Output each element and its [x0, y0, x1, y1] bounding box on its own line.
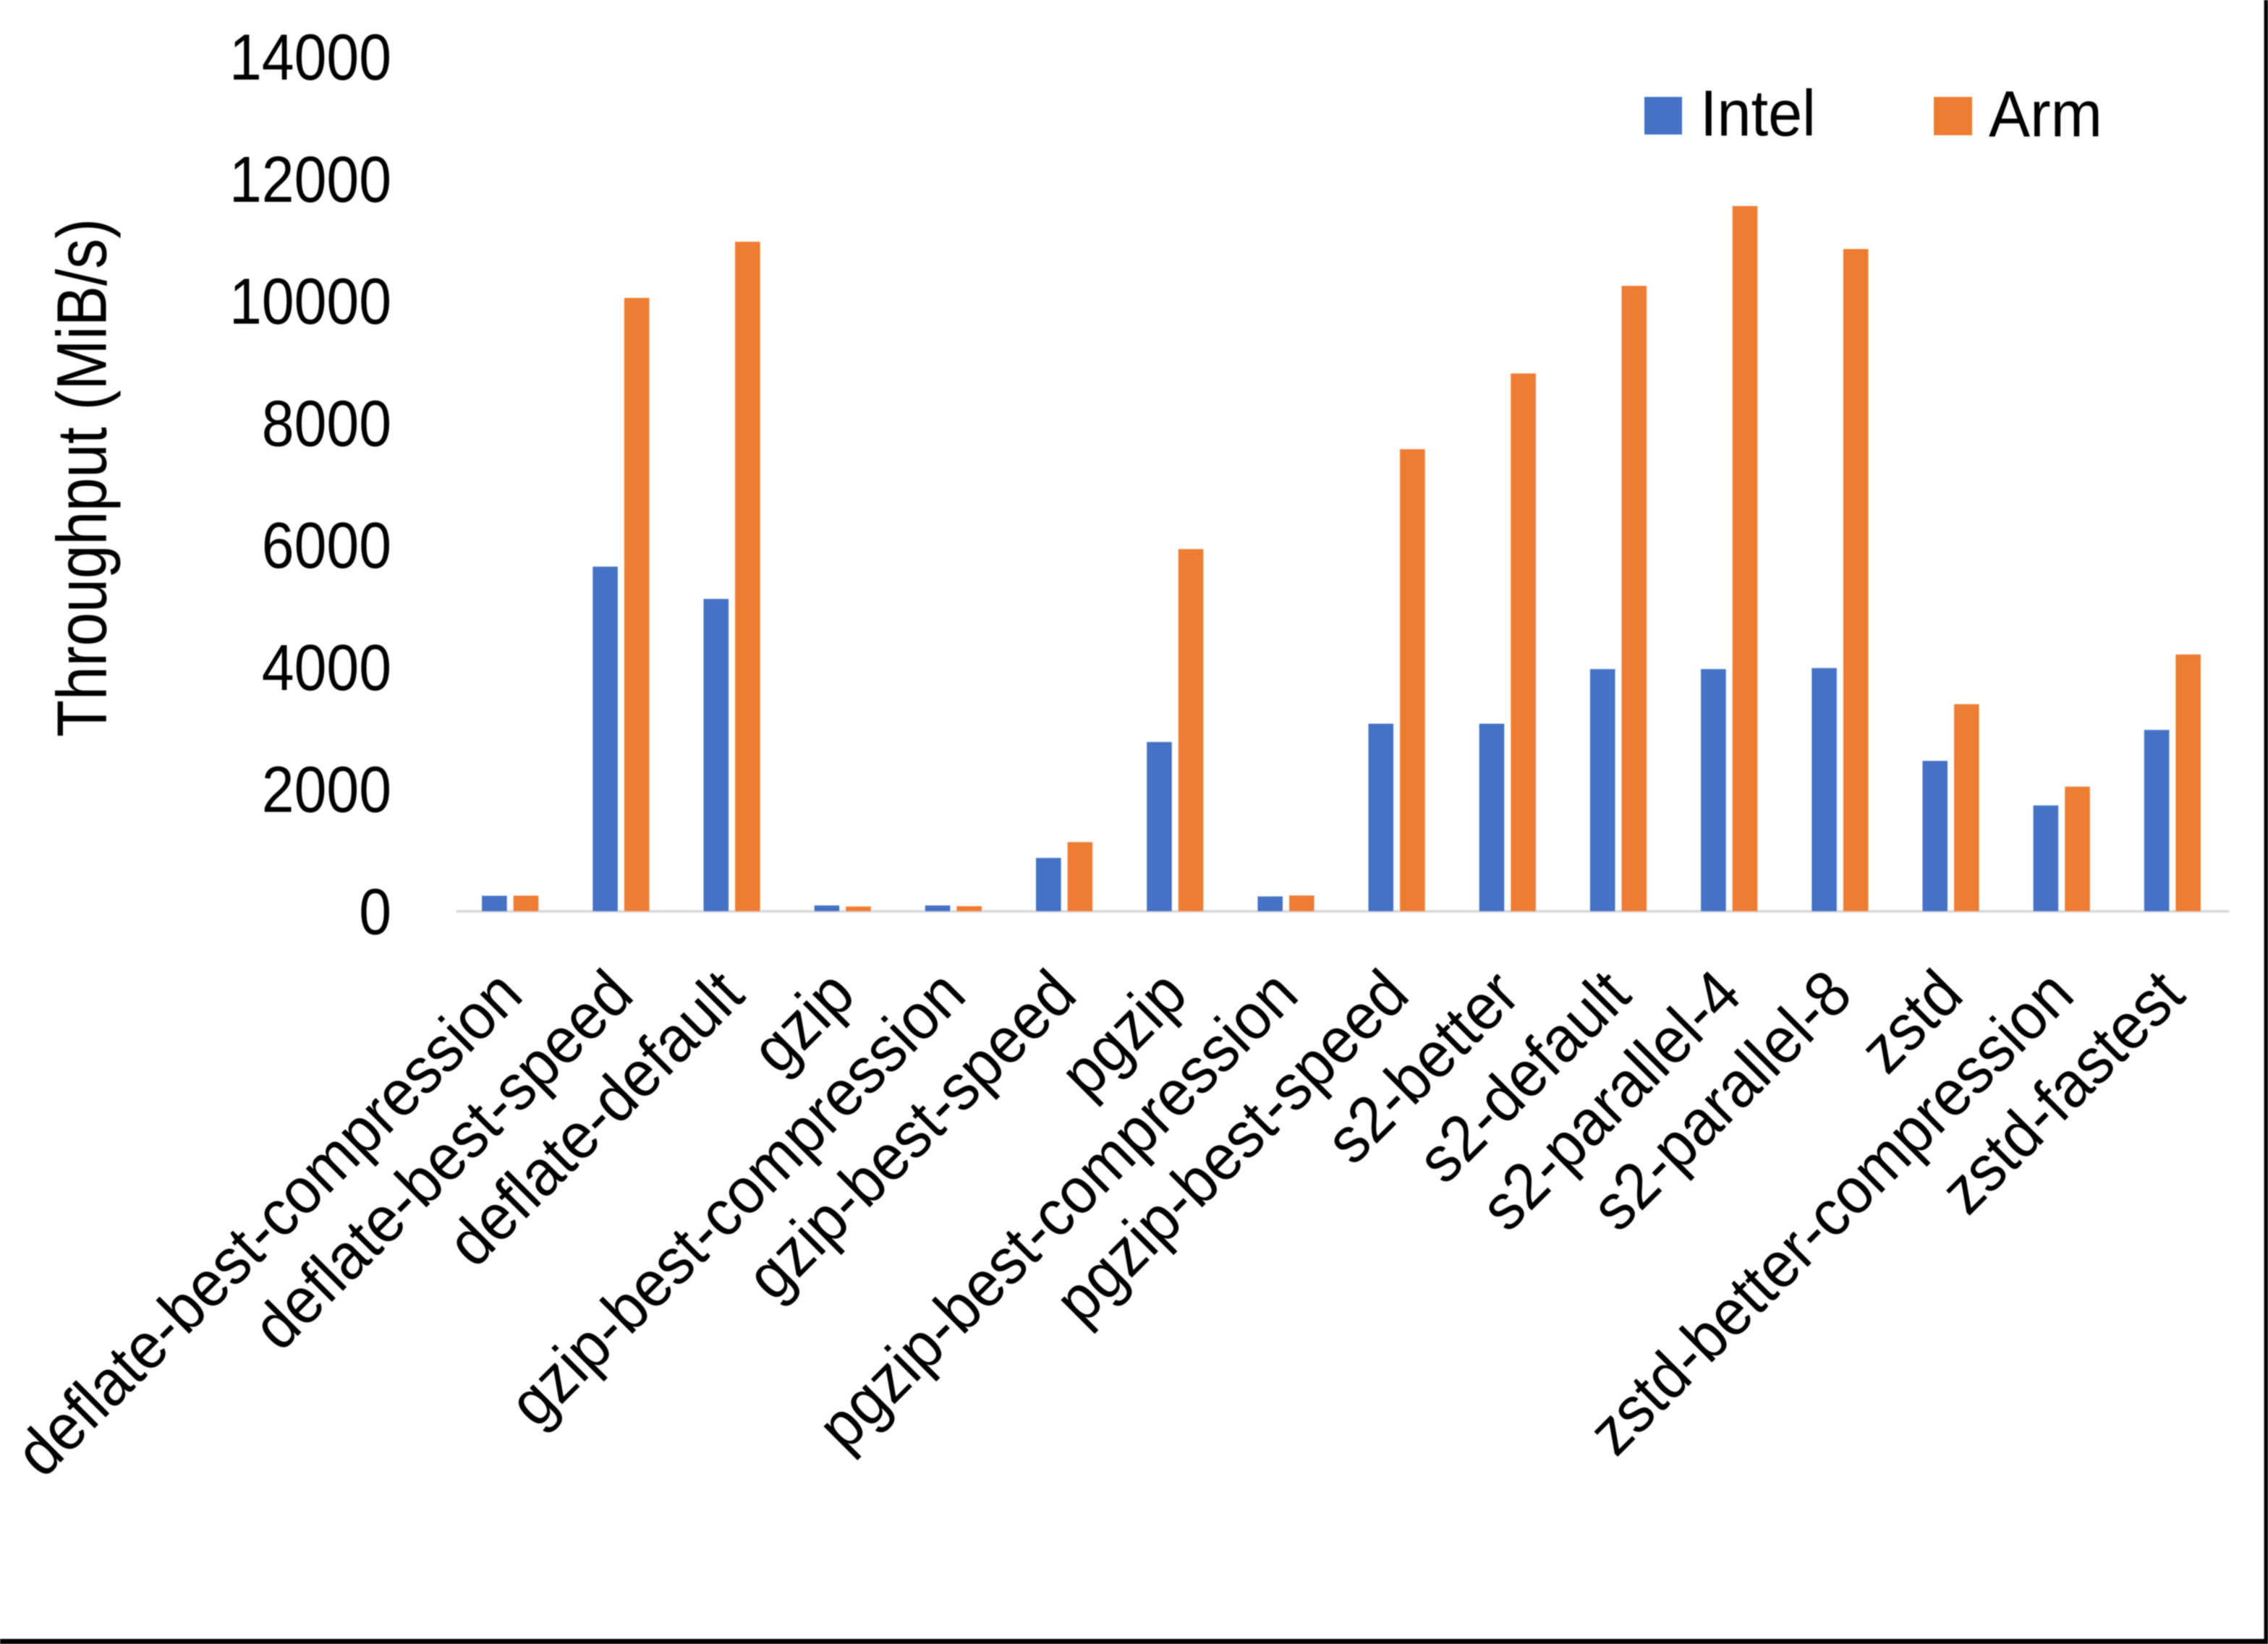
- svg-text:Throughput (MiB/s): Throughput (MiB/s): [43, 218, 122, 737]
- svg-text:Arm: Arm: [1989, 79, 2102, 151]
- svg-text:14000: 14000: [229, 22, 391, 94]
- svg-text:0: 0: [359, 876, 391, 948]
- svg-text:6000: 6000: [262, 510, 391, 582]
- svg-text:2000: 2000: [262, 754, 391, 827]
- svg-text:8000: 8000: [262, 388, 391, 460]
- svg-text:4000: 4000: [262, 632, 391, 704]
- svg-text:10000: 10000: [229, 266, 391, 338]
- svg-text:Intel: Intel: [1700, 78, 1816, 150]
- svg-text:12000: 12000: [229, 144, 391, 216]
